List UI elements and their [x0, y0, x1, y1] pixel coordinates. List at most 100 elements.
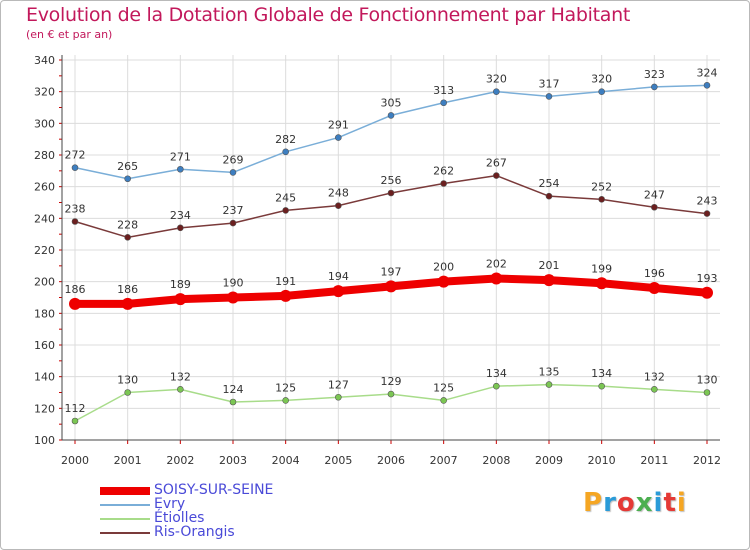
data-point — [71, 218, 79, 225]
legend-item-soisy[interactable]: SOISY-SUR-SEINE — [100, 482, 320, 498]
data-label: 256 — [381, 174, 402, 187]
data-label: 320 — [486, 73, 507, 86]
x-tick-label: 2009 — [535, 454, 563, 467]
data-label: 269 — [223, 153, 244, 166]
x-tick-label: 2012 — [693, 454, 721, 467]
data-point — [177, 165, 184, 173]
data-label: 243 — [697, 195, 718, 208]
data-label: 190 — [223, 277, 244, 290]
data-label: 267 — [486, 157, 507, 170]
legend: SOISY-SUR-SEINE Evry Étiolles Ris-Orangi… — [100, 482, 320, 540]
data-point — [701, 286, 713, 299]
legend-item-etiolles[interactable]: Étiolles — [100, 510, 320, 526]
data-label: 317 — [539, 77, 560, 90]
data-label: 134 — [486, 367, 507, 380]
data-label: 245 — [275, 191, 296, 204]
data-label: 234 — [170, 209, 191, 222]
data-point — [177, 386, 184, 393]
logo-letter: i — [653, 488, 664, 518]
data-label: 125 — [433, 381, 454, 394]
data-point — [440, 180, 447, 187]
data-point — [493, 382, 500, 390]
legend-item-evry[interactable]: Evry — [100, 496, 320, 512]
data-point — [648, 282, 661, 294]
y-tick-label: 140 — [34, 371, 55, 384]
data-point — [543, 274, 555, 287]
data-label: 272 — [65, 149, 86, 162]
data-label: 200 — [433, 261, 454, 274]
data-label: 228 — [117, 218, 138, 231]
grid — [62, 55, 720, 441]
x-tick-label: 2005 — [324, 454, 352, 467]
y-tick-label: 180 — [34, 307, 55, 320]
x-tick-label: 2003 — [219, 454, 247, 467]
logo-letter: o — [616, 488, 636, 518]
data-point — [282, 148, 289, 156]
data-label: 320 — [591, 73, 612, 86]
x-tick-label: 2006 — [377, 454, 405, 467]
data-label: 199 — [591, 262, 612, 275]
proxiti-logo: Proxiti — [583, 488, 687, 518]
y-tick-label: 120 — [34, 402, 55, 415]
data-label: 189 — [170, 278, 191, 291]
legend-item-ris-orangis[interactable]: Ris-Orangis — [100, 524, 320, 540]
legend-swatch — [100, 532, 150, 534]
data-label: 323 — [644, 68, 665, 81]
x-tick-label: 2010 — [588, 454, 616, 467]
data-point — [545, 93, 553, 100]
data-point — [174, 293, 187, 306]
data-label: 324 — [697, 66, 718, 79]
data-label: 201 — [539, 259, 560, 272]
data-point — [493, 88, 500, 95]
data-point — [490, 272, 503, 285]
data-point — [335, 393, 342, 401]
x-tick-label: 2001 — [114, 454, 142, 467]
data-point — [703, 82, 711, 89]
data-point — [598, 196, 605, 203]
data-label: 124 — [223, 383, 244, 396]
data-label: 135 — [539, 366, 560, 379]
data-label: 254 — [539, 177, 560, 190]
data-point — [69, 297, 81, 310]
data-point — [387, 112, 395, 119]
data-label: 130 — [117, 374, 138, 387]
legend-swatch — [100, 504, 150, 506]
data-point — [177, 224, 184, 232]
data-point — [229, 398, 237, 406]
data-label: 248 — [328, 187, 349, 200]
logo-letter: P — [583, 488, 604, 518]
x-tick-label: 2007 — [430, 454, 458, 467]
data-point — [493, 172, 500, 179]
data-point — [598, 88, 605, 95]
legend-label: SOISY-SUR-SEINE — [154, 482, 274, 498]
data-point — [121, 297, 134, 310]
y-tick-label: 320 — [34, 86, 55, 99]
data-point — [282, 397, 289, 404]
data-point — [279, 289, 292, 302]
legend-label: Evry — [154, 496, 186, 512]
y-tick-label: 100 — [34, 434, 55, 447]
data-point — [385, 280, 397, 293]
data-point — [335, 202, 342, 209]
data-point — [332, 285, 345, 298]
data-point — [387, 390, 395, 398]
y-tick-label: 340 — [34, 54, 55, 67]
series-points — [69, 82, 713, 425]
legend-swatch — [100, 487, 150, 495]
data-point — [703, 389, 711, 396]
data-point — [227, 291, 239, 304]
y-tick-label: 300 — [34, 117, 55, 130]
data-label: 237 — [223, 204, 244, 217]
data-label: 247 — [644, 188, 665, 201]
data-point — [595, 277, 608, 290]
data-point — [387, 189, 395, 197]
x-tick-label: 2004 — [272, 454, 300, 467]
data-point — [124, 234, 131, 241]
y-tick-label: 200 — [34, 276, 55, 289]
data-label: 252 — [591, 180, 612, 193]
x-tick-label: 2000 — [61, 454, 89, 467]
data-label: 132 — [644, 370, 665, 383]
data-label: 186 — [117, 283, 138, 296]
logo-letter: x — [635, 488, 654, 518]
